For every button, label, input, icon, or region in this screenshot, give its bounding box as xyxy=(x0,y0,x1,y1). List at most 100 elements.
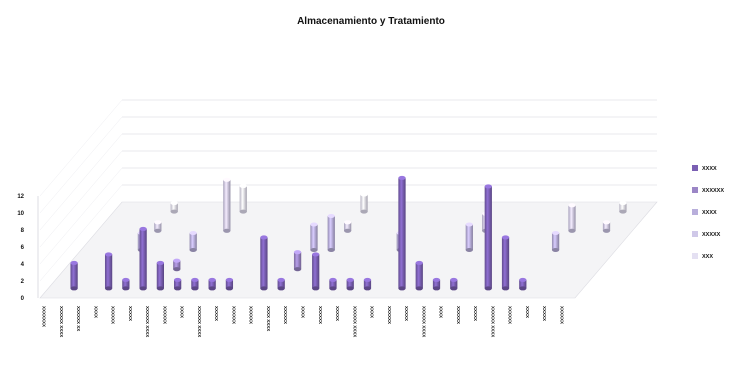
bar-body xyxy=(156,262,165,289)
bar-base xyxy=(415,286,423,291)
bar-base xyxy=(208,286,216,291)
bar-body xyxy=(170,203,178,212)
bar-top xyxy=(223,177,231,182)
bar xyxy=(277,277,285,291)
bar-base xyxy=(154,228,162,233)
legend-item: XXXX xyxy=(692,165,717,172)
legend-item: XXXXXX xyxy=(692,187,724,194)
y-tick-label: 6 xyxy=(21,245,25,251)
bar-top xyxy=(465,222,473,227)
y-tick-label: 2 xyxy=(21,279,25,285)
bar-base xyxy=(519,286,527,291)
x-tick-label: XXXXXX XXXX xyxy=(145,306,150,337)
bar-top xyxy=(432,277,441,282)
bar xyxy=(70,260,78,291)
bar-body xyxy=(189,233,197,250)
bar-body xyxy=(70,262,78,289)
x-tick-label: XXXXXX XXXX xyxy=(421,306,426,337)
bar xyxy=(450,277,458,291)
bar-top xyxy=(189,230,197,236)
bar xyxy=(208,277,216,291)
legend-swatch xyxy=(692,253,698,259)
bar xyxy=(156,260,165,291)
legend-label: XXXX xyxy=(702,166,717,172)
bar xyxy=(170,201,178,214)
bar xyxy=(173,258,181,272)
bar-top xyxy=(484,184,492,189)
x-tick-label: XXXXXX XXXX xyxy=(490,306,495,337)
x-tick-label: XXXXXX xyxy=(456,306,461,324)
bar-base xyxy=(568,228,576,233)
legend-label: XXX xyxy=(702,254,713,260)
bar-base xyxy=(344,228,352,233)
x-tick-label: XXXX xyxy=(370,306,375,318)
x-tick-label: XXXXXX XXXX xyxy=(197,306,202,337)
x-tick-label: XXXXX xyxy=(404,306,409,321)
bar-body xyxy=(174,279,182,289)
bar-base xyxy=(484,286,492,291)
bar-body xyxy=(346,279,354,289)
x-tick-label: XXXXXX xyxy=(111,306,116,324)
bar-body xyxy=(568,205,576,231)
bar xyxy=(501,235,510,291)
bar xyxy=(122,277,130,291)
x-axis: XXXXXXX XXXXXX XXXX XXXXXX XX XXXX XXXXXX XXX… xyxy=(42,306,565,337)
bar-top xyxy=(415,260,423,265)
bar-body xyxy=(344,222,352,231)
x-tick-label: XXXXXX xyxy=(318,306,323,324)
bar-top xyxy=(293,250,302,255)
bar xyxy=(189,230,197,253)
y-tick-label: 10 xyxy=(17,211,24,217)
bar-body xyxy=(551,233,560,250)
bar-base xyxy=(619,209,627,214)
bar-base xyxy=(225,286,234,291)
bar-base xyxy=(122,286,130,291)
bar-top xyxy=(208,277,216,282)
bar-base xyxy=(602,228,611,233)
grid-lines xyxy=(39,99,657,282)
x-tick-label: XXXXXX xyxy=(508,306,513,324)
legend-item: XXXXX xyxy=(692,231,721,238)
x-tick-label: XXXXX xyxy=(473,306,478,321)
x-tick-label: XXXXXXX xyxy=(42,306,47,327)
bar xyxy=(602,220,611,233)
legend-swatch xyxy=(692,165,698,171)
gridline-side xyxy=(39,116,123,214)
bar-top xyxy=(551,230,560,236)
bar-base xyxy=(293,267,302,272)
bar-body xyxy=(519,279,527,289)
bar xyxy=(432,277,441,291)
x-tick-label: XXXXX xyxy=(335,306,340,321)
y-tick-label: 4 xyxy=(21,262,25,268)
bar-base xyxy=(312,286,320,291)
bar xyxy=(104,252,113,291)
legend-item: XXXX xyxy=(692,209,717,216)
bar xyxy=(139,226,147,291)
bar xyxy=(398,175,406,291)
bar-top xyxy=(122,277,130,282)
bar xyxy=(225,277,234,291)
bar-top xyxy=(450,277,458,282)
bar-top xyxy=(329,277,337,282)
bar-top xyxy=(602,220,611,225)
bar-base xyxy=(327,247,335,253)
bar-body xyxy=(329,279,337,289)
bar-body xyxy=(293,252,302,270)
bar-body xyxy=(363,279,372,289)
bar xyxy=(174,277,182,291)
x-tick-label: XXXXX xyxy=(542,306,547,321)
bar-body xyxy=(465,224,473,250)
legend-label: XXXXXX xyxy=(702,188,724,194)
gridline-side xyxy=(39,133,123,231)
y-tick-label: 8 xyxy=(21,228,25,234)
bar-base xyxy=(346,286,354,291)
x-tick-label: XXXXXX xyxy=(387,306,392,324)
bar-top xyxy=(344,220,352,225)
legend-swatch xyxy=(692,187,698,193)
bar-base xyxy=(398,286,406,291)
bar-top xyxy=(156,260,165,265)
bar-base xyxy=(310,247,318,253)
bar-top xyxy=(170,201,178,206)
bar-body xyxy=(312,254,320,289)
bar xyxy=(465,222,473,253)
